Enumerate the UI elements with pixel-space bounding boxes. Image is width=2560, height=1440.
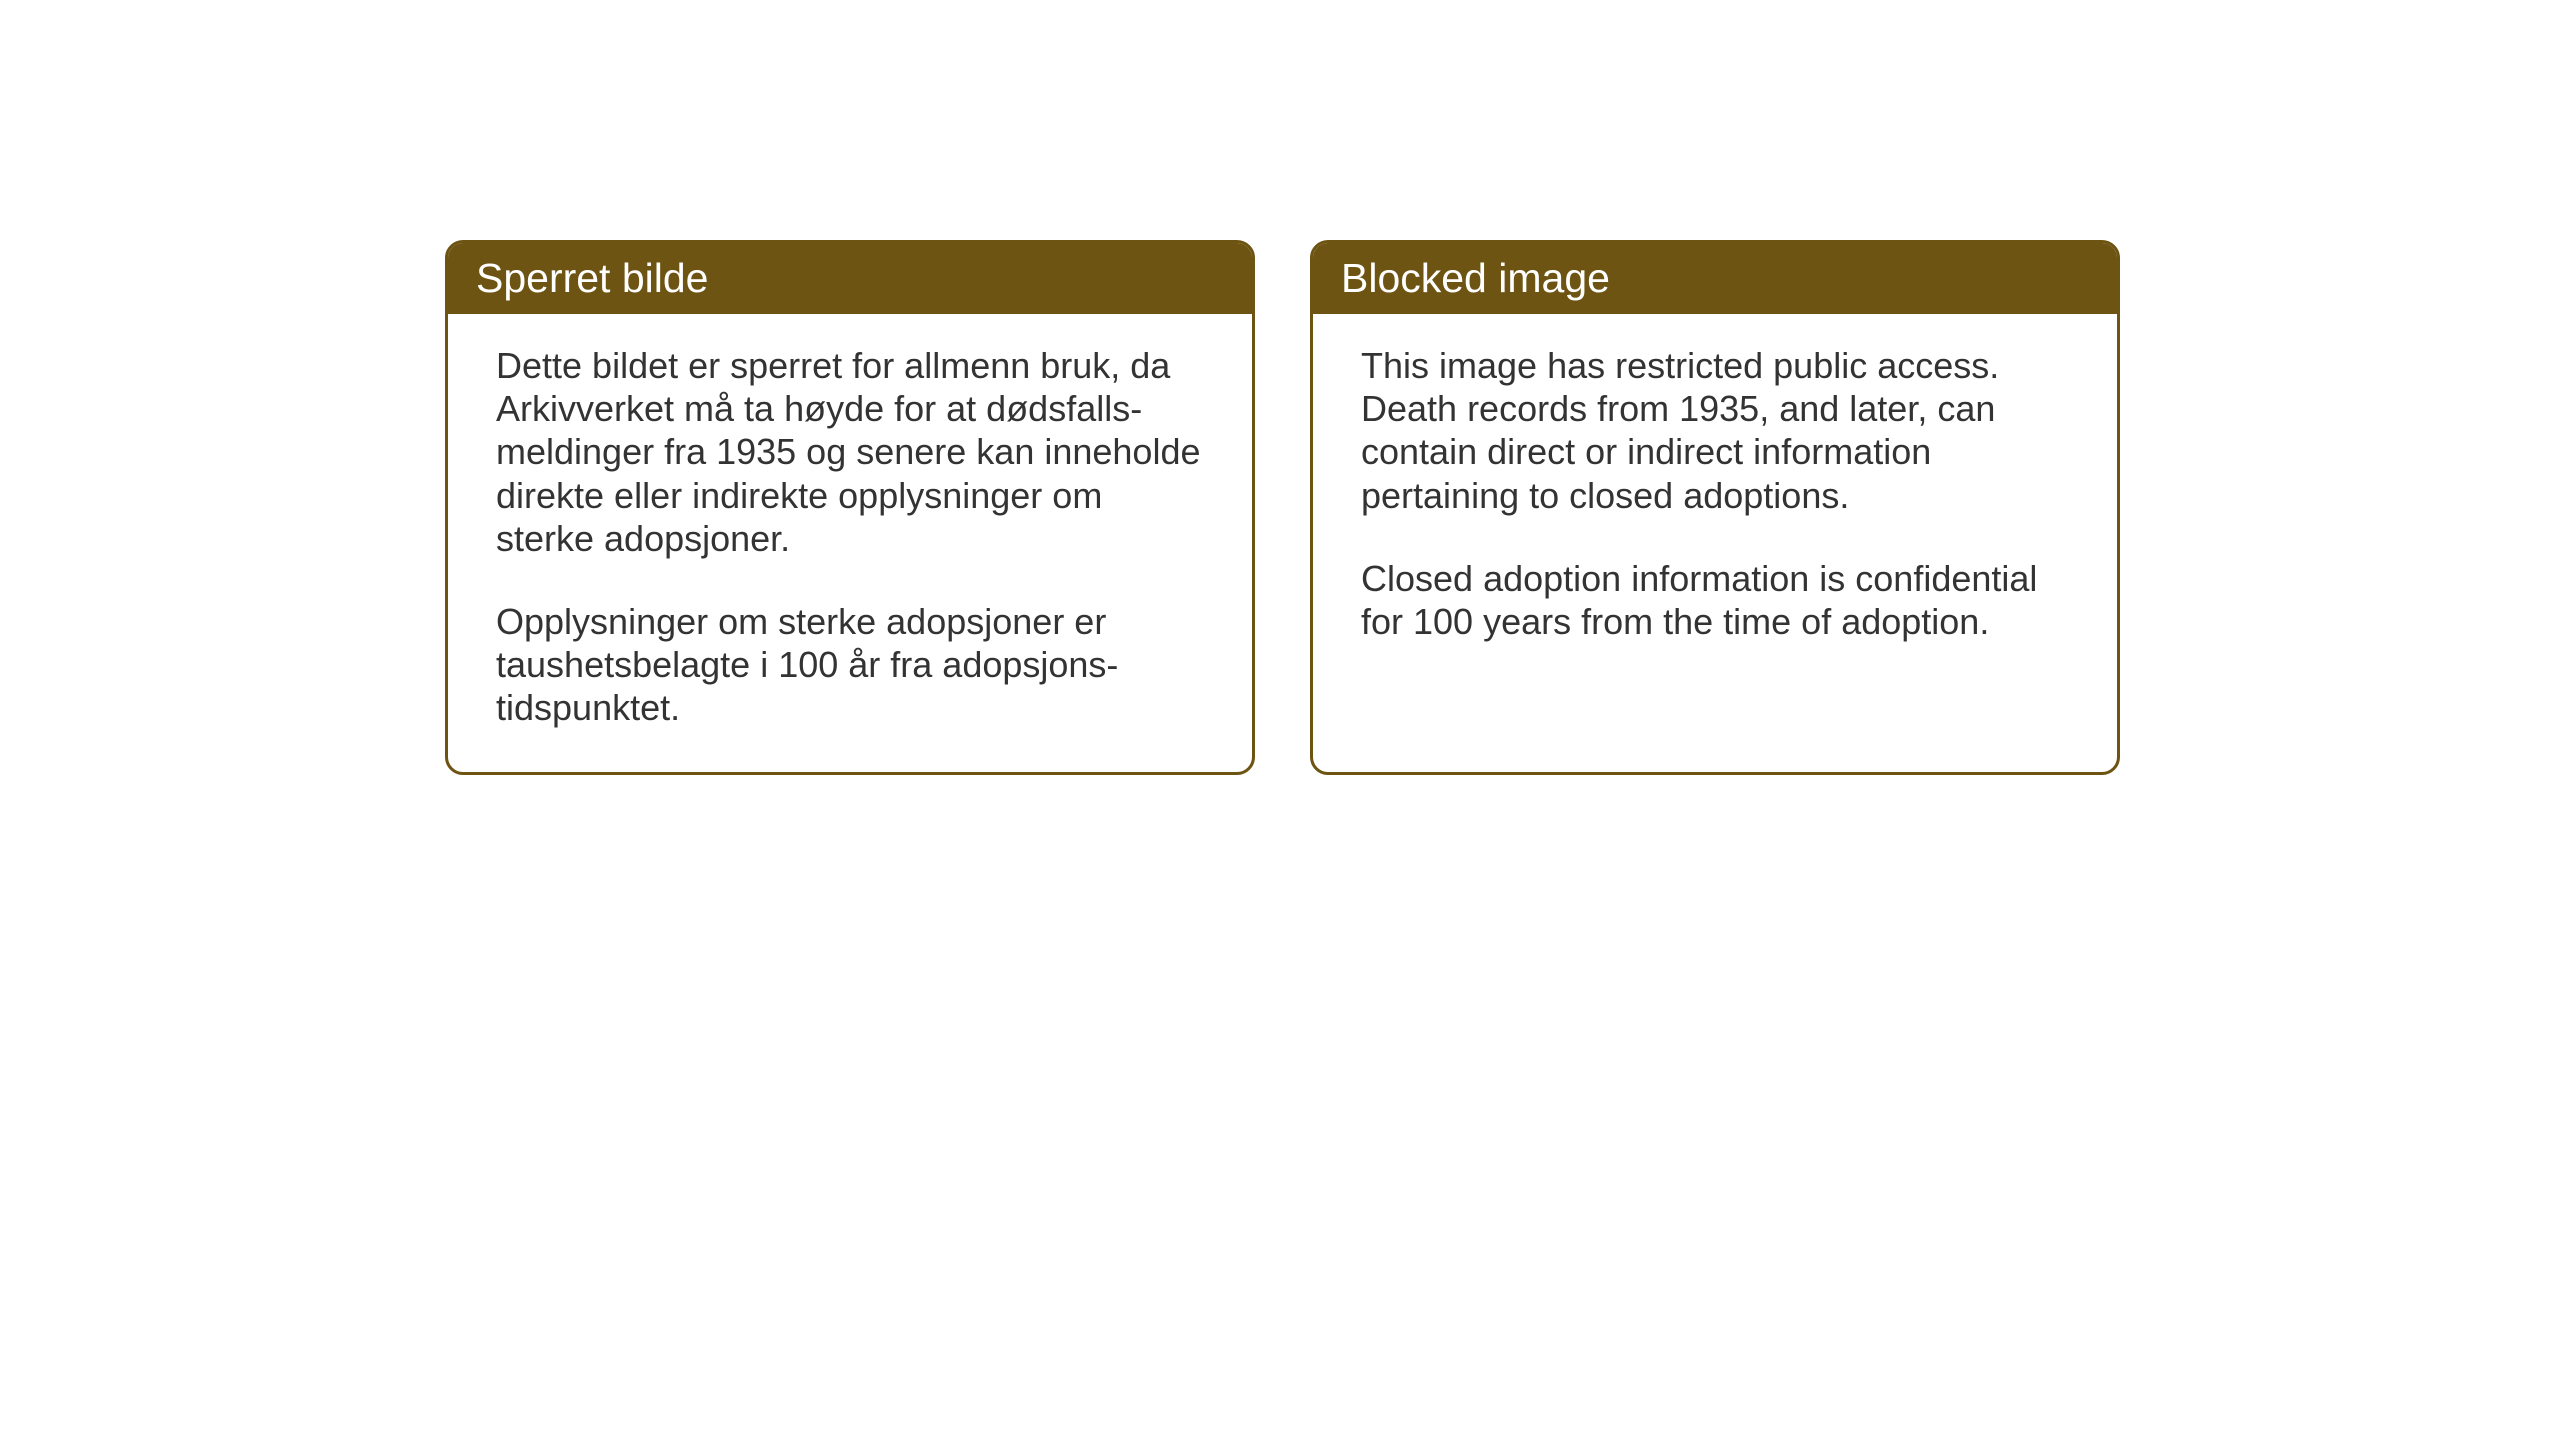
info-box-english: Blocked image This image has restricted … bbox=[1310, 240, 2120, 775]
info-header-norwegian: Sperret bilde bbox=[448, 243, 1252, 314]
info-paragraph-2: Opplysninger om sterke adopsjoner er tau… bbox=[496, 600, 1204, 730]
info-box-norwegian: Sperret bilde Dette bildet er sperret fo… bbox=[445, 240, 1255, 775]
info-paragraph-2: Closed adoption information is confident… bbox=[1361, 557, 2069, 643]
info-paragraph-1: This image has restricted public access.… bbox=[1361, 344, 2069, 517]
info-paragraph-1: Dette bildet er sperret for allmenn bruk… bbox=[496, 344, 1204, 560]
info-body-norwegian: Dette bildet er sperret for allmenn bruk… bbox=[448, 314, 1252, 772]
info-header-english: Blocked image bbox=[1313, 243, 2117, 314]
info-boxes-container: Sperret bilde Dette bildet er sperret fo… bbox=[445, 240, 2120, 775]
info-body-english: This image has restricted public access.… bbox=[1313, 314, 2117, 685]
